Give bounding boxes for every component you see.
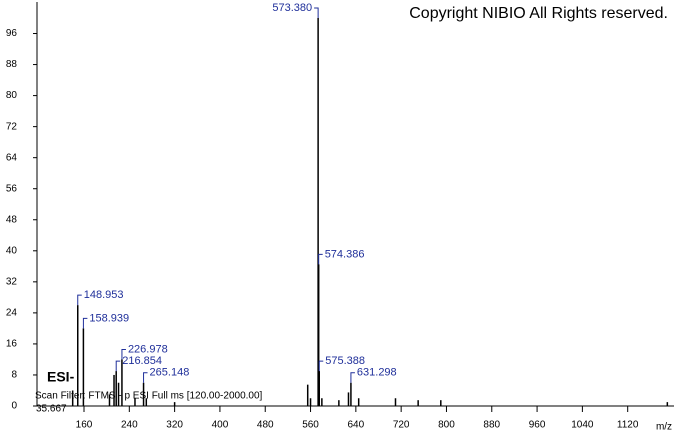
label-bracket [314, 7, 319, 18]
label-bracket [143, 372, 148, 383]
peak-label: 573.380 [272, 2, 312, 14]
x-tick-label: 160 [76, 420, 93, 431]
x-tick-label: 400 [212, 420, 229, 431]
y-tick-label: 40 [6, 245, 18, 256]
y-tick-label: 96 [6, 28, 18, 39]
x-tick-label: 1040 [571, 420, 594, 431]
peak-label: 574.386 [325, 248, 365, 260]
label-bracket [115, 360, 121, 372]
y-tick-label: 8 [11, 370, 17, 381]
x-tick-label: 800 [438, 420, 455, 431]
y-tick-label: 88 [6, 59, 18, 70]
y-tick-label: 0 [11, 401, 17, 412]
x-tick-label: 640 [348, 420, 365, 431]
x-tick-label: 560 [302, 420, 319, 431]
x-axis-label: m/z [656, 422, 672, 433]
y-tick-label: 56 [6, 183, 18, 194]
x-tick-label: 480 [257, 420, 274, 431]
scan-filter: Scan Filter: FTMS - p ESI Full ms [120.0… [35, 391, 263, 402]
y-tick-label: 80 [6, 90, 18, 101]
label-bracket [318, 360, 324, 372]
peak-label: 226.978 [128, 343, 168, 355]
ionization-label: ESI- [47, 369, 75, 385]
label-bracket [77, 294, 82, 306]
y-tick-label: 16 [6, 339, 18, 350]
peak-label: 158.939 [89, 312, 129, 324]
peak-label: 148.953 [84, 289, 124, 301]
x-tick-label: 960 [529, 420, 546, 431]
peak-label: 216.854 [122, 355, 162, 367]
x-tick-label: 320 [166, 420, 183, 431]
y-tick-label: 32 [6, 276, 18, 287]
y-tick-label: 48 [6, 214, 18, 225]
label-bracket [82, 317, 88, 329]
x-tick-label: 880 [483, 420, 500, 431]
peak-label: 631.298 [357, 367, 397, 379]
peak-label: 575.388 [325, 355, 365, 367]
y-tick-label: 24 [6, 308, 18, 319]
x-tick-label: 720 [393, 420, 410, 431]
copyright: Copyright NIBIO All Rights reserved. [409, 5, 668, 22]
label-bracket [121, 348, 126, 360]
retention-time: 35.667 [36, 404, 67, 415]
y-tick-label: 64 [6, 152, 18, 163]
y-tick-label: 72 [6, 121, 18, 132]
x-tick-label: 240 [121, 420, 138, 431]
label-bracket [350, 372, 355, 383]
peak-label: 265.148 [150, 367, 190, 379]
label-bracket [318, 253, 323, 265]
x-tick-label: 1120 [617, 420, 639, 431]
